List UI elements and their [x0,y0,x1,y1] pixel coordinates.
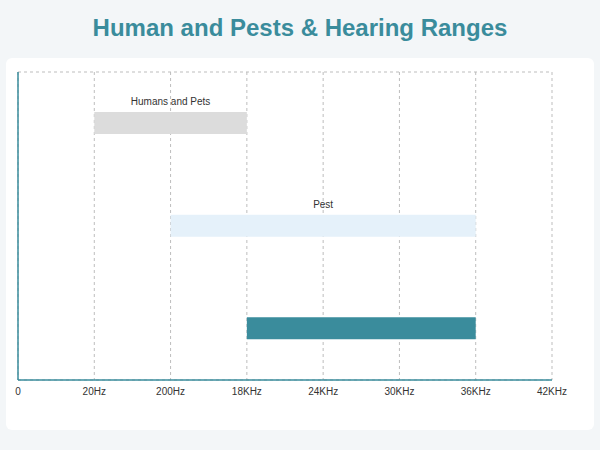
html-text:Human and Pests & Hearing Rang: Human and Pests & Hearing Ranges [92,14,508,41]
svg-text:24KHz: 24KHz [308,386,338,397]
svg-text:Humans and Pets: Humans and Pets [131,96,211,107]
svg-text:18KHz: 18KHz [232,386,262,397]
svg-text:0: 0 [15,386,21,397]
svg-text:20Hz: 20Hz [83,386,106,397]
svg-text:30KHz: 30KHz [384,386,414,397]
svg-text:36KHz: 36KHz [461,386,491,397]
svg-text:Pest: Pest [313,199,333,210]
svg-text:200Hz: 200Hz [156,386,185,397]
svg-text:42KHz: 42KHz [537,386,567,397]
